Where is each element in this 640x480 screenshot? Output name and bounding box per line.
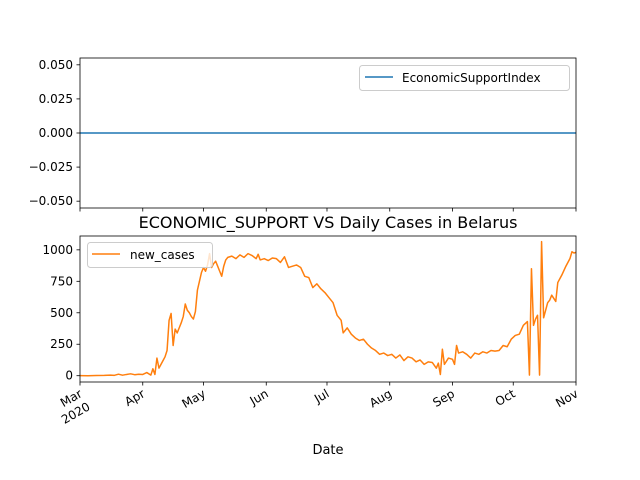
x-tick-label: Sep [430, 386, 457, 409]
y-tick-label: −0.025 [29, 160, 73, 174]
daily-cases-frame [79, 235, 577, 383]
daily-cases-y-ticks: 0 250 500 750 1000 [42, 243, 80, 383]
y-tick-label: 0.000 [39, 126, 73, 140]
x-axis-label: Date [312, 443, 343, 458]
economic-support-x-ticks [79, 208, 577, 212]
x-tick-label: Jul [311, 386, 331, 406]
daily-cases-lines [80, 240, 576, 377]
y-tick-label: 0.050 [39, 58, 73, 72]
legend-box [87, 242, 213, 268]
y-tick-label: 0.025 [39, 92, 73, 106]
x-tick-label: Aug [367, 386, 394, 410]
x-tick-label: May [180, 386, 208, 411]
economic-support-axes: 0.050 0.025 0.000 −0.025 −0.050 EconomicSupp… [29, 57, 577, 212]
economic-support-y-ticks: 0.050 0.025 0.000 −0.025 −0.050 [29, 58, 80, 208]
x-tick-label: Nov [553, 386, 580, 410]
x-tick-label: Apr [122, 386, 147, 409]
daily-cases-legend: new_cases [87, 242, 213, 268]
legend-label-new-cases: new_cases [130, 248, 195, 262]
series-line-new-cases [80, 240, 576, 377]
chart-title: ECONOMIC_SUPPORT VS Daily Cases in Belar… [139, 213, 518, 233]
legend-box [359, 65, 570, 91]
economic-support-legend: EconomicSupportIndex [359, 65, 570, 91]
economic-support-frame [79, 57, 577, 209]
legend-label-economic-support-index: EconomicSupportIndex [402, 71, 541, 85]
x-tick-label: Jun [247, 386, 271, 408]
y-tick-label: −0.050 [29, 194, 73, 208]
y-tick-label: 1000 [42, 243, 73, 257]
y-tick-label: 500 [50, 306, 73, 320]
y-tick-label: 250 [50, 337, 73, 351]
y-tick-label: 0 [65, 369, 73, 383]
daily-cases-axes: ECONOMIC_SUPPORT VS Daily Cases in Belar… [42, 213, 580, 458]
y-tick-label: 750 [50, 274, 73, 288]
x-tick-label: Oct [493, 386, 518, 409]
